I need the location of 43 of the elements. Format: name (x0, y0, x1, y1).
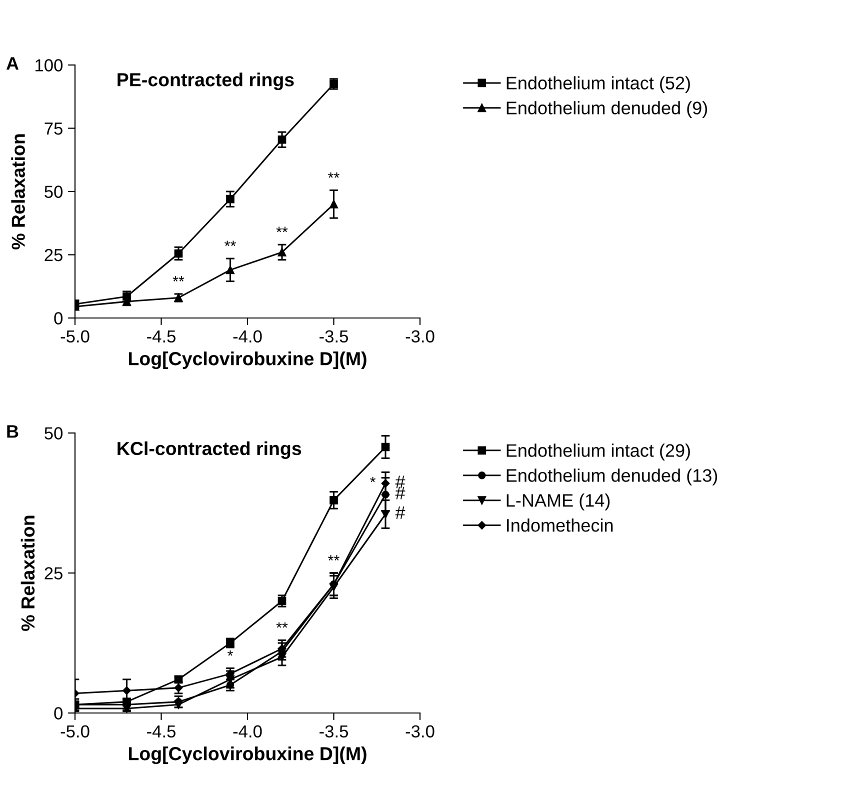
x-axis-title: Log[Cyclovirobuxine D](M) (128, 352, 366, 370)
x-tick-label: -4.0 (233, 330, 262, 343)
x-tick-label: -4.0 (233, 725, 262, 738)
x-tick-label: -3.5 (320, 330, 348, 343)
legend-label: Endothelium intact (29) (506, 444, 690, 460)
x-tick-label: -5.0 (60, 330, 90, 343)
y-tick-label: 75 (44, 122, 62, 135)
y-tick-label: 100 (36, 59, 63, 72)
annotation: ** (328, 172, 340, 178)
annotation: ** (276, 622, 288, 628)
x-tick-label: -3.5 (320, 725, 348, 738)
y-tick-label: 25 (44, 248, 62, 262)
annotation: ** (328, 555, 340, 561)
x-axis-title: Log[Cyclovirobuxine D](M) (128, 746, 366, 764)
x-tick-label: -3.0 (406, 330, 434, 343)
y-tick-label: 0 (54, 312, 63, 324)
legend-label: Endothelium intact (52) (506, 76, 690, 94)
x-tick-label: -4.5 (147, 330, 176, 343)
annotation: ** (224, 240, 236, 246)
annotation: ** (172, 276, 184, 282)
annotation: * (228, 650, 233, 656)
y-tick-label: 50 (44, 427, 63, 440)
x-tick-label: -3.0 (406, 725, 434, 738)
y-tick-label: 25 (44, 567, 62, 580)
y-tick-label: 0 (54, 707, 63, 720)
text: A (6, 57, 19, 70)
y-axis-title: % Relaxation (20, 516, 35, 631)
annotation: # (395, 476, 406, 488)
annotation: # (395, 486, 406, 500)
x-tick-label: -4.5 (147, 725, 176, 738)
x-tick-label: -5.0 (60, 725, 90, 738)
legend-label: L-NAME (14) (506, 494, 610, 510)
legend-label: Endothelium denuded (9) (506, 101, 708, 118)
y-tick-label: 50 (44, 186, 63, 198)
chart-title: KCl-contracted rings (118, 441, 302, 459)
annotation: # (395, 506, 406, 519)
y-axis-title: % Relaxation (11, 134, 25, 250)
annotation: ** (276, 226, 288, 232)
annotation: * (370, 476, 376, 482)
text: B (7, 425, 18, 438)
legend-label: Indomethecin (507, 518, 613, 532)
chart-title: PE-contracted rings (118, 72, 294, 90)
legend-label: Endothelium denuded (13) (506, 468, 718, 486)
